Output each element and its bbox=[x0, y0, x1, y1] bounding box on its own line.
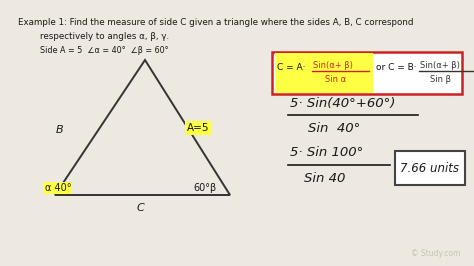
Text: Sin(α+ β): Sin(α+ β) bbox=[420, 60, 460, 69]
Text: C = A·: C = A· bbox=[277, 64, 306, 73]
Text: 5· Sin(40°+60°): 5· Sin(40°+60°) bbox=[290, 97, 395, 110]
Text: or C = B·: or C = B· bbox=[376, 64, 417, 73]
Text: C: C bbox=[136, 203, 144, 213]
Text: 7.66 units: 7.66 units bbox=[401, 161, 459, 174]
Text: α 40°: α 40° bbox=[45, 183, 71, 193]
Text: 5· Sin 100°: 5· Sin 100° bbox=[290, 147, 363, 160]
Text: Example 1: Find the measure of side C given a triangle where the sides A, B, C c: Example 1: Find the measure of side C gi… bbox=[18, 18, 413, 27]
Text: Sin 40: Sin 40 bbox=[304, 172, 346, 185]
Text: Sin  40°: Sin 40° bbox=[308, 122, 360, 135]
Text: 60°β: 60°β bbox=[193, 183, 217, 193]
Text: Sin α: Sin α bbox=[325, 76, 346, 85]
Text: © Study.com: © Study.com bbox=[410, 249, 460, 258]
Text: Sin(α+ β): Sin(α+ β) bbox=[313, 60, 353, 69]
Bar bbox=[272, 52, 462, 94]
Text: B: B bbox=[56, 125, 64, 135]
Bar bbox=[395, 151, 465, 185]
Text: A=5: A=5 bbox=[187, 123, 209, 133]
Text: respectively to angles α, β, γ.: respectively to angles α, β, γ. bbox=[40, 32, 169, 41]
Text: ≈: ≈ bbox=[395, 156, 410, 174]
Text: Side A = 5  ∠α = 40°  ∠β = 60°: Side A = 5 ∠α = 40° ∠β = 60° bbox=[40, 46, 169, 55]
Bar bbox=[275, 53, 373, 93]
Text: Sin β: Sin β bbox=[430, 76, 451, 85]
